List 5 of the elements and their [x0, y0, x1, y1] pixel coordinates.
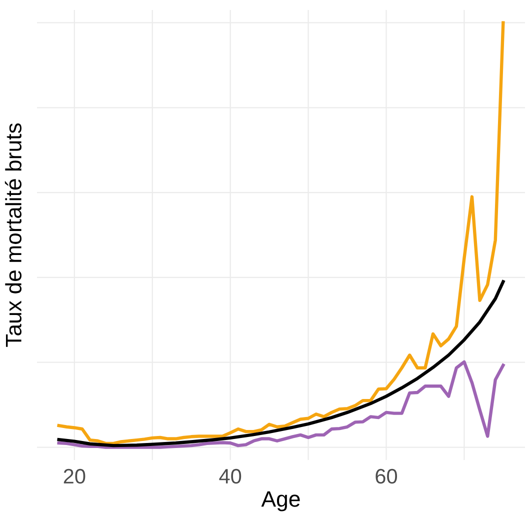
x-tick-label: 60 [376, 468, 398, 484]
y-axis-title: Taux de mortalité bruts [4, 123, 22, 347]
x-tick-label: 40 [219, 468, 242, 484]
x-tick-label: 20 [64, 468, 86, 484]
x-axis-title: Age [261, 491, 300, 512]
